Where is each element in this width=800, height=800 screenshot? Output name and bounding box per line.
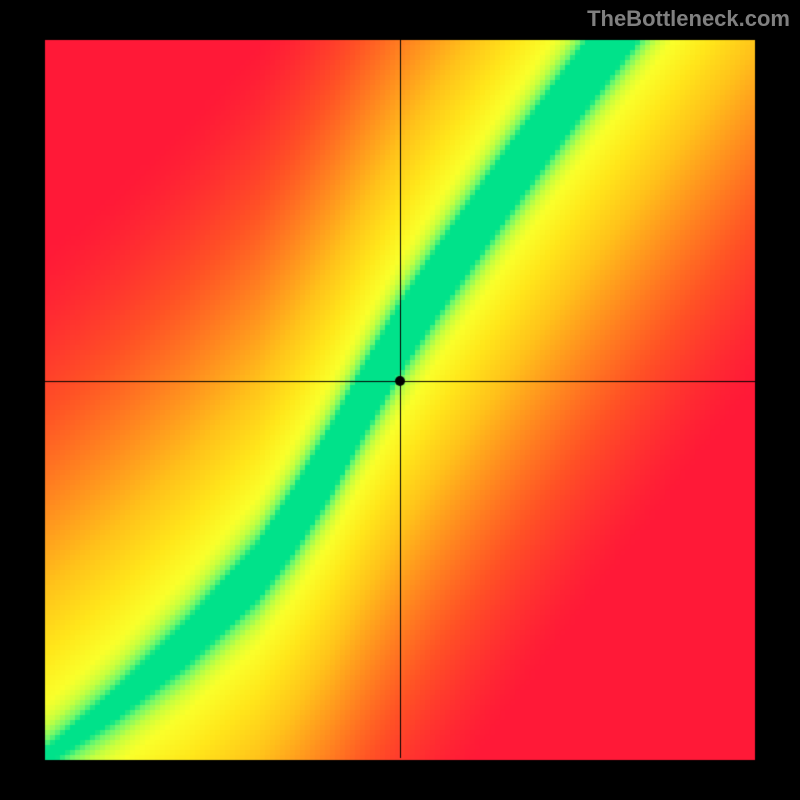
chart-container: TheBottleneck.com	[0, 0, 800, 800]
watermark-text: TheBottleneck.com	[587, 6, 790, 32]
bottleneck-heatmap	[0, 0, 800, 800]
